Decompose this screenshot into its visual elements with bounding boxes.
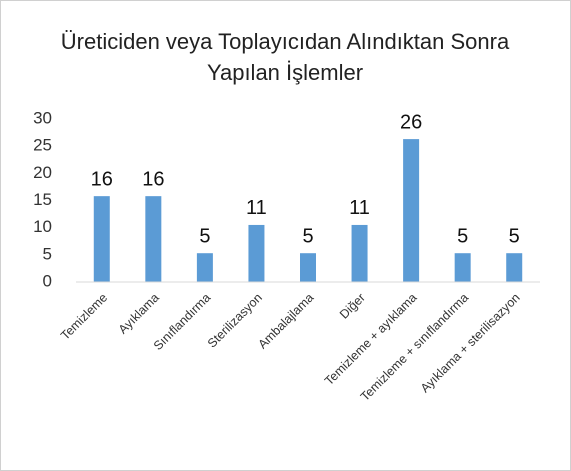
- data-label: 26: [400, 111, 422, 133]
- bar: [506, 253, 523, 282]
- y-tick-label: 0: [43, 271, 52, 290]
- y-tick-label: 15: [33, 190, 52, 209]
- data-label: 16: [91, 168, 113, 190]
- y-tick-label: 25: [33, 136, 52, 155]
- data-label: 16: [142, 168, 164, 190]
- bar: [196, 253, 213, 282]
- y-tick-label: 20: [33, 163, 52, 182]
- bar: [454, 253, 471, 282]
- bar: [248, 224, 265, 282]
- data-label: 5: [199, 225, 210, 247]
- data-label: 11: [246, 197, 267, 219]
- bar: [145, 196, 162, 282]
- bar: [300, 253, 316, 282]
- data-label: 11: [349, 197, 370, 219]
- data-label: 5: [457, 225, 468, 247]
- bar: [351, 224, 368, 282]
- data-label: 5: [302, 225, 313, 247]
- bar: [93, 196, 110, 282]
- bar: [403, 139, 420, 282]
- y-tick-label: 5: [43, 244, 52, 263]
- y-tick-label: 10: [33, 217, 52, 236]
- chart-title: Üreticiden veya Toplayıcıdan Alındıktan …: [60, 29, 510, 85]
- y-tick-label: 30: [33, 108, 52, 127]
- data-label: 5: [509, 225, 520, 247]
